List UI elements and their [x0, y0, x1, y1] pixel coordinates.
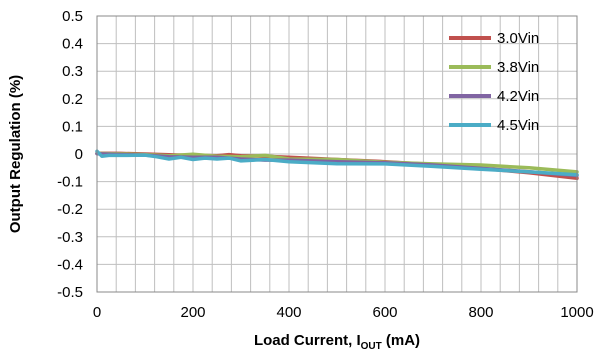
x-axis-title-subscript: OUT: [361, 341, 382, 352]
grid-lines: [96, 15, 578, 293]
x-axis-title-unit: (mA): [382, 332, 420, 349]
y-tick-label: 0.4: [62, 36, 83, 53]
series-lines: [95, 149, 579, 181]
y-tick-label: -0.1: [57, 174, 83, 191]
plot-frame: [96, 15, 578, 293]
x-tick-label: 1000: [560, 304, 593, 321]
y-axis-title: Output Regulation (%): [7, 75, 24, 233]
y-tick-label: 0.5: [62, 8, 83, 25]
y-tick-label: 0: [75, 146, 83, 163]
x-axis-title-main: Load Current, I: [254, 332, 361, 349]
x-tick-label: 800: [468, 304, 493, 321]
legend-label: 3.0Vin: [497, 30, 539, 47]
legend: 3.0Vin 3.8Vin 4.2Vin 4.5Vin: [449, 30, 539, 134]
legend-label: 4.2Vin: [497, 88, 539, 105]
series-line-4: [95, 149, 579, 177]
y-tick-labels: 0.5 0.4 0.3 0.2 0.1 0 -0.1 -0.2 -0.3 -0.4 -0.5: [57, 8, 83, 301]
x-axis-title: Load Current, IOUT (mA): [254, 332, 420, 352]
y-tick-label: -0.5: [57, 284, 83, 301]
x-tick-label: 200: [180, 304, 205, 321]
y-tick-label: 0.1: [62, 118, 83, 135]
legend-label: 3.8Vin: [497, 59, 539, 76]
y-tick-label: -0.3: [57, 229, 83, 246]
x-tick-labels: 0 200 400 600 800 1000: [93, 304, 594, 321]
x-tick-label: 400: [276, 304, 301, 321]
y-tick-label: -0.4: [57, 256, 83, 273]
y-tick-label: 0.2: [62, 91, 83, 108]
legend-label: 4.5Vin: [497, 117, 539, 134]
y-tick-label: -0.2: [57, 201, 83, 218]
x-tick-label: 600: [372, 304, 397, 321]
x-tick-label: 0: [93, 304, 101, 321]
y-tick-label: 0.3: [62, 63, 83, 80]
